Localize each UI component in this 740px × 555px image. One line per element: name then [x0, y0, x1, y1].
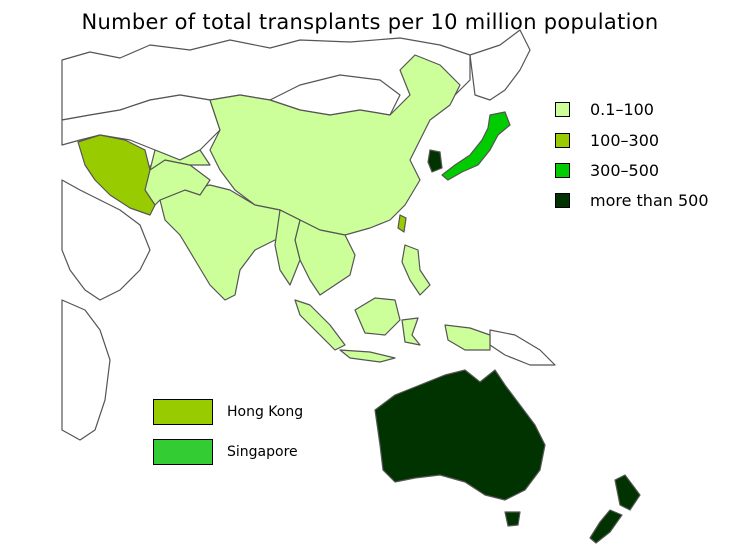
- south-korea-region: [427, 149, 443, 173]
- africa-region: [61, 299, 111, 441]
- hong-kong-label: Hong Kong: [227, 404, 304, 420]
- legend-label-2: 100–300: [590, 131, 660, 150]
- japan-region: [441, 111, 511, 181]
- borneo-region: [354, 297, 401, 336]
- legend-swatch-3: [555, 163, 570, 178]
- myanmar-region: [274, 209, 301, 286]
- sumatra-region: [294, 299, 346, 351]
- city-legend-hong-kong: Hong Kong: [153, 399, 303, 425]
- iran-region: [77, 134, 156, 216]
- singapore-label: Singapore: [227, 444, 298, 460]
- png-region: [489, 329, 556, 366]
- india-region: [159, 184, 301, 301]
- legend-swatch-2: [555, 133, 570, 148]
- singapore-swatch: [153, 439, 213, 465]
- new-zealand-north-region: [614, 474, 641, 511]
- new-guinea-west-region: [444, 324, 491, 351]
- legend-swatch-4: [555, 193, 570, 208]
- legend-item-2: 100–300: [555, 131, 659, 150]
- philippines-region: [401, 244, 431, 296]
- afghanistan-region: [149, 149, 211, 171]
- legend-label-3: 300–500: [590, 161, 660, 180]
- new-zealand-south-region: [589, 509, 623, 544]
- city-legend-singapore: Singapore: [153, 439, 298, 465]
- legend-label-1: 0.1–100: [590, 100, 654, 119]
- taiwan-region: [397, 214, 407, 233]
- legend-item-4: more than 500: [555, 191, 709, 210]
- arabia-region: [61, 179, 151, 301]
- tasmania-region: [504, 511, 521, 527]
- far-east-region: [469, 29, 531, 101]
- java-region: [339, 349, 396, 363]
- legend-swatch-1: [555, 102, 570, 117]
- legend-item-3: 300–500: [555, 161, 659, 180]
- sulawesi-region: [401, 317, 421, 346]
- legend-label-4: more than 500: [590, 191, 709, 210]
- map-title: Number of total transplants per 10 milli…: [81, 10, 659, 34]
- legend-item-1: 0.1–100: [555, 100, 654, 119]
- hong-kong-swatch: [153, 399, 213, 425]
- australia-region: [374, 369, 546, 501]
